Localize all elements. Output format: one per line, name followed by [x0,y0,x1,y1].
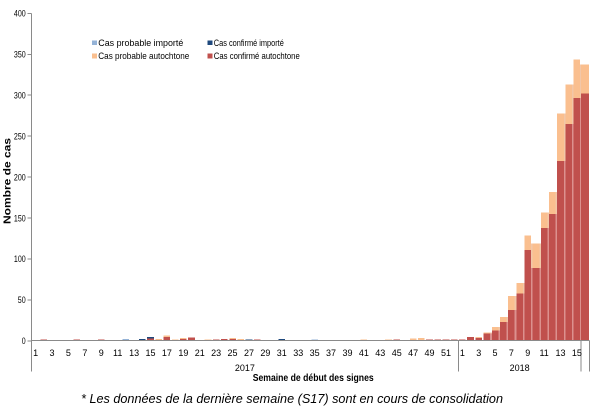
svg-text:7: 7 [82,348,87,358]
svg-text:37: 37 [326,348,336,358]
svg-text:25: 25 [228,348,238,358]
svg-text:Nombre de cas: Nombre de cas [2,138,14,224]
svg-text:13: 13 [556,348,566,358]
svg-text:31: 31 [277,348,287,358]
svg-text:5: 5 [66,348,71,358]
svg-text:1: 1 [33,348,38,358]
svg-text:51: 51 [441,348,451,358]
svg-text:19: 19 [178,348,188,358]
svg-text:50: 50 [18,295,26,305]
svg-text:13: 13 [129,348,139,358]
svg-text:1: 1 [460,348,465,358]
svg-text:9: 9 [99,348,104,358]
svg-text:35: 35 [310,348,320,358]
svg-text:23: 23 [211,348,221,358]
svg-text:39: 39 [342,348,352,358]
svg-text:27: 27 [244,348,254,358]
svg-text:15: 15 [572,348,582,358]
svg-text:Cas confirmé importé: Cas confirmé importé [214,38,284,48]
svg-text:* Les données de la dernière s: * Les données de la dernière semaine (S1… [81,391,503,406]
svg-text:100: 100 [14,254,26,264]
svg-text:11: 11 [539,348,548,358]
svg-text:250: 250 [14,131,26,141]
svg-text:33: 33 [293,348,303,358]
svg-text:7: 7 [509,348,514,358]
svg-text:49: 49 [425,348,435,358]
svg-text:45: 45 [392,348,402,358]
svg-text:9: 9 [525,348,530,358]
svg-text:41: 41 [359,348,369,358]
svg-text:2018: 2018 [510,363,530,373]
svg-text:15: 15 [145,348,155,358]
svg-text:150: 150 [14,213,26,223]
svg-text:0: 0 [22,336,26,346]
svg-text:21: 21 [195,348,205,358]
svg-text:300: 300 [14,90,26,100]
svg-text:200: 200 [14,172,26,182]
svg-text:5: 5 [493,348,498,358]
svg-text:2017: 2017 [235,363,255,373]
svg-text:400: 400 [14,9,26,19]
svg-text:Semaine de début des signes: Semaine de début des signes [253,372,374,384]
svg-text:47: 47 [408,348,418,358]
svg-text:3: 3 [476,348,481,358]
svg-text:29: 29 [260,348,270,358]
svg-text:17: 17 [162,348,172,358]
svg-text:Cas probable autochtone: Cas probable autochtone [98,51,189,61]
svg-text:350: 350 [14,49,26,59]
svg-text:Cas confirmé autochtone: Cas confirmé autochtone [214,51,300,61]
svg-text:3: 3 [50,348,55,358]
svg-text:43: 43 [375,348,385,358]
svg-text:Cas probable importé: Cas probable importé [98,38,183,48]
svg-text:11: 11 [113,348,122,358]
